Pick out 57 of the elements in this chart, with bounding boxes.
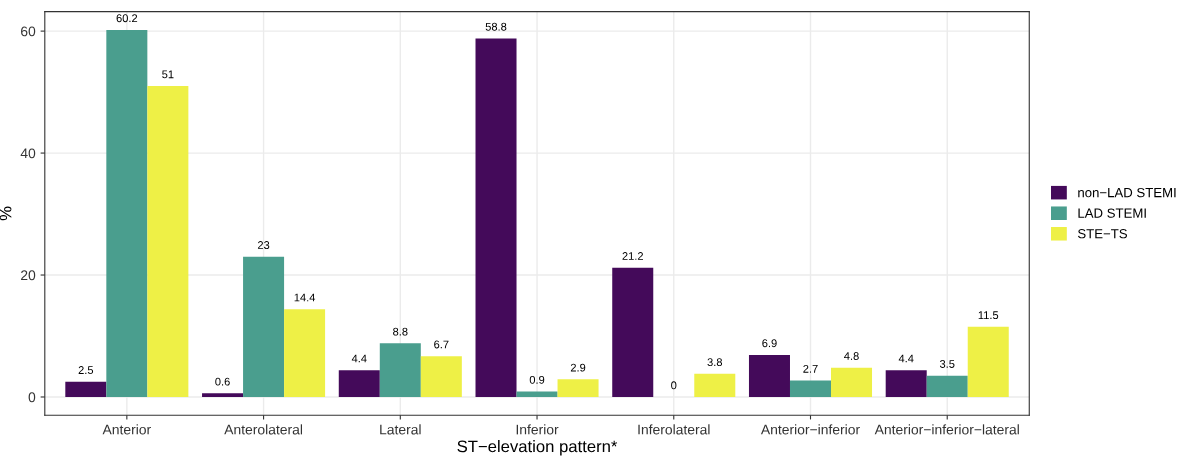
x-tick-label: Anterior <box>102 424 151 435</box>
legend-label: non−LAD STEMI <box>1078 187 1176 198</box>
y-tick-label: 0 <box>28 392 36 403</box>
data-label: 4.4 <box>898 354 914 363</box>
legend-label: LAD STEMI <box>1078 208 1146 218</box>
bar <box>106 29 148 397</box>
bar <box>789 380 832 397</box>
x-axis-title: ST−elevation pattern* <box>457 440 618 456</box>
data-label: 6.7 <box>434 340 449 349</box>
data-label: 3.8 <box>707 358 723 367</box>
data-label: 58.8 <box>485 22 507 31</box>
y-tick-label: 40 <box>20 148 36 159</box>
bar <box>831 367 873 397</box>
bar <box>612 267 654 397</box>
bar <box>202 393 244 397</box>
data-label: 6.9 <box>762 339 777 348</box>
data-label: 14.4 <box>294 293 316 302</box>
data-label: 0.9 <box>529 375 545 384</box>
bar <box>284 309 326 397</box>
bar <box>967 326 1009 397</box>
bar <box>420 356 462 397</box>
bar <box>694 373 736 397</box>
data-label: 2.7 <box>803 364 818 373</box>
bar <box>475 38 517 397</box>
data-label: 51 <box>162 70 174 79</box>
data-label: 3.5 <box>939 360 955 368</box>
data-label: 2.5 <box>78 366 94 374</box>
data-label: 4.8 <box>844 352 859 360</box>
data-label: 8.8 <box>393 327 408 336</box>
bar <box>338 370 380 397</box>
data-label: 0.6 <box>215 377 230 386</box>
bar <box>926 375 968 397</box>
bar <box>885 370 927 397</box>
data-label: 2.9 <box>570 363 586 372</box>
bar <box>65 381 107 397</box>
x-tick-label: Anterior−inferior <box>760 424 860 435</box>
y-tick-label: 20 <box>21 270 36 281</box>
data-label: 60.2 <box>116 14 138 23</box>
x-tick-label: Anterior−inferior−lateral <box>874 424 1019 435</box>
y-axis-title: % <box>0 206 12 221</box>
x-tick-label: Inferior <box>516 424 559 435</box>
data-label: 4.4 <box>351 354 367 363</box>
data-label: 0 <box>671 381 677 390</box>
bar <box>516 391 558 397</box>
bar <box>379 343 421 397</box>
x-tick-label: Lateral <box>380 424 421 435</box>
y-tick-label: 60 <box>21 26 36 37</box>
data-label: 11.5 <box>978 311 999 320</box>
bar <box>748 354 790 397</box>
x-tick-label: Anterolateral <box>224 424 303 435</box>
bar <box>557 379 599 397</box>
data-label: 21.2 <box>622 252 643 260</box>
bar <box>147 85 189 397</box>
x-tick-label: Inferolateral <box>638 424 710 435</box>
bar <box>243 256 285 397</box>
legend-label: STE−TS <box>1077 229 1127 239</box>
data-label: 23 <box>257 241 270 249</box>
